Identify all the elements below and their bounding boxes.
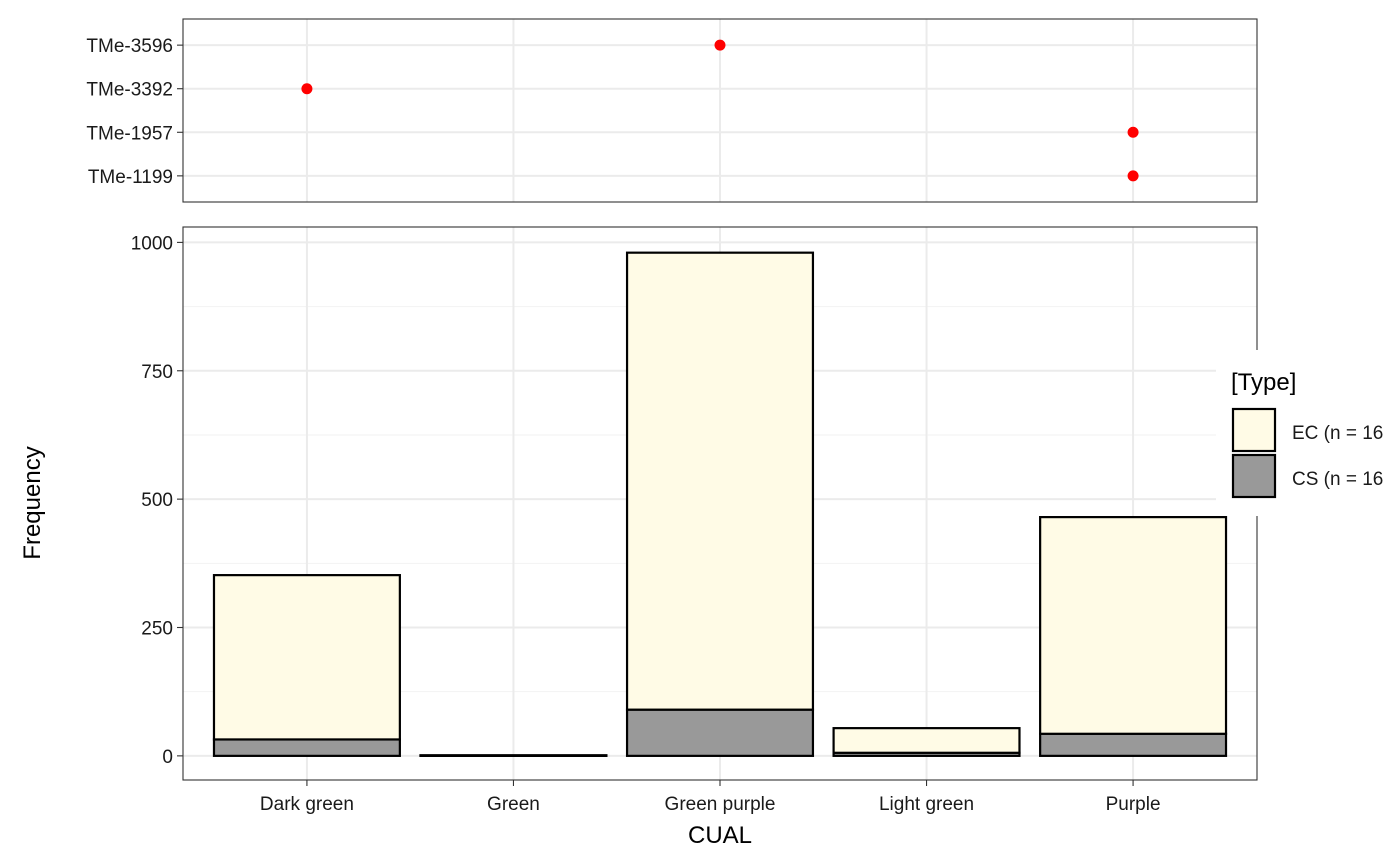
scatter-panel: TMe-1199 TMe-1957 TMe-3392 TMe-3596: [86, 18, 1258, 203]
bar-x-tick-label: Dark green: [260, 794, 354, 815]
legend: [Type] EC (n = 16 CS (n = 16: [1216, 350, 1400, 516]
scatter-point-tme-3392: [301, 83, 313, 95]
scatter-y-tick-label: TMe-1199: [88, 167, 173, 188]
scatter-y-tick-label: TMe-1957: [86, 123, 173, 144]
scatter-panel-border: [182, 18, 1258, 203]
legend-key-ec: [1231, 407, 1277, 453]
bar-y-tick-label: 1000: [131, 233, 173, 254]
bar-dark-green-cs: [212, 738, 401, 757]
bar-panel: 0 250 500 750 1000 Dark green Green Green purp…: [131, 226, 1258, 815]
scatter-y-tick-label: TMe-3392: [86, 80, 173, 101]
bar-y-axis: 0 250 500 750 1000: [131, 233, 183, 768]
y-axis-title: Frequency: [19, 446, 46, 559]
bar-green-ec: [419, 754, 608, 757]
scatter-points: [301, 39, 1139, 182]
bar-y-tick-label: 750: [141, 362, 173, 383]
legend-title: [Type]: [1231, 369, 1296, 396]
bar-x-tick-label: Green: [487, 794, 540, 815]
bar-x-tick-label: Purple: [1106, 794, 1161, 815]
x-axis-title: CUAL: [688, 822, 752, 849]
legend-key-cs: [1231, 453, 1277, 499]
legend-items: EC (n = 16 CS (n = 16: [1231, 407, 1383, 499]
bar-purple-cs: [1039, 732, 1228, 757]
legend-label-cs: CS (n = 16: [1292, 469, 1383, 490]
bar-purple-ec: [1039, 516, 1228, 735]
bar-green-purple-cs: [625, 708, 815, 757]
bar-x-axis: Dark green Green Green purple Light green Pu…: [260, 780, 1161, 815]
scatter-y-axis: TMe-1199 TMe-1957 TMe-3392 TMe-3596: [86, 36, 183, 188]
bar-x-tick-label: Green purple: [665, 794, 776, 815]
bar-y-tick-label: 500: [141, 490, 173, 511]
scatter-point-tme-3596: [714, 39, 726, 51]
bar-y-tick-label: 0: [162, 747, 173, 768]
bar-dark-green-ec: [212, 574, 401, 741]
bar-light-green-ec: [832, 727, 1021, 754]
legend-label-ec: EC (n = 16: [1292, 423, 1383, 444]
scatter-y-tick-label: TMe-3596: [86, 36, 173, 57]
bars: [212, 251, 1228, 757]
bar-green-purple-ec: [625, 251, 815, 711]
scatter-point-tme-1957: [1127, 126, 1139, 138]
scatter-point-tme-1199: [1127, 170, 1139, 182]
bar-y-tick-label: 250: [141, 619, 173, 640]
bar-x-tick-label: Light green: [879, 794, 974, 815]
